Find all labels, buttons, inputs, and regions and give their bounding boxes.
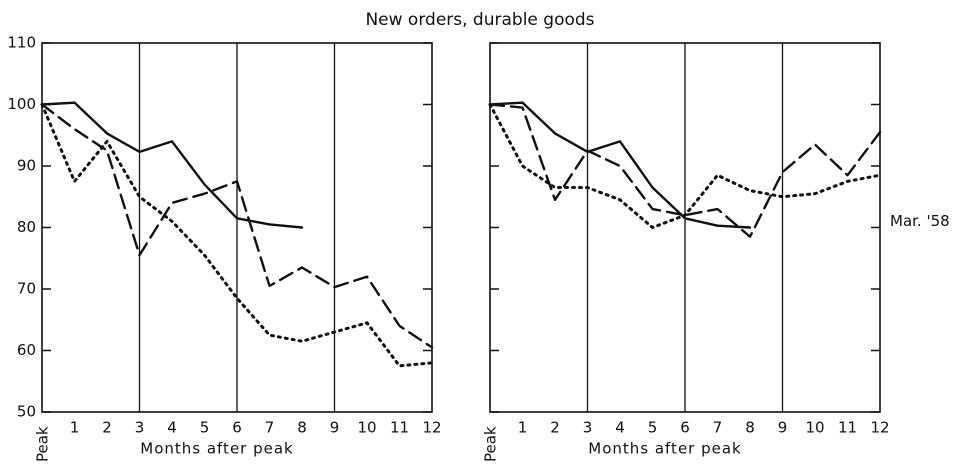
y-tick-label: 110 [7,34,36,52]
y-tick-label: 70 [17,280,36,298]
x-tick-label: 12 [870,419,889,437]
x-tick-label: 11 [838,419,857,437]
x-tick-label: 12 [422,419,441,437]
x-tick-label: 4 [167,419,177,437]
y-tick-label: 80 [17,218,36,236]
y-tick-label: 50 [17,403,36,421]
line-series [488,103,882,229]
y-tick-label: 100 [7,95,36,113]
line-series [40,103,434,368]
x-tick-label: 9 [330,419,340,437]
y-tick-label: 60 [17,341,36,359]
chart-title: New orders, durable goods [365,10,594,30]
x-tick-label: 2 [550,419,560,437]
x-tick-label: 9 [778,419,788,437]
x-tick-label: 8 [297,419,307,437]
x-tick-label: 5 [200,419,210,437]
x-tick-label: 7 [713,419,723,437]
x-tick-label: 1 [70,419,80,437]
line-series [40,101,304,229]
x-tick-label: 1 [518,419,528,437]
line-series [488,103,882,238]
x-tick-label: 3 [583,419,593,437]
x-tick-label: 11 [390,419,409,437]
x-tick-label: 4 [615,419,625,437]
line-series [40,103,434,349]
annotation: Mar. '58 [890,212,950,230]
x-axis-label: Months after peak [140,440,293,458]
x-tick-label: 10 [805,419,824,437]
x-tick-label: 7 [265,419,275,437]
x-tick-label: 6 [680,419,690,437]
y-tick-label: 90 [17,157,36,175]
line-series [488,101,752,229]
x-tick-label: Peak [34,426,52,462]
x-tick-label: Peak [482,426,500,462]
x-tick-label: 8 [745,419,755,437]
x-tick-label: 2 [102,419,112,437]
x-tick-label: 10 [357,419,376,437]
x-tick-label: 6 [232,419,242,437]
x-axis-label: Months after peak [588,440,741,458]
x-tick-label: 3 [135,419,145,437]
x-tick-label: 5 [648,419,658,437]
